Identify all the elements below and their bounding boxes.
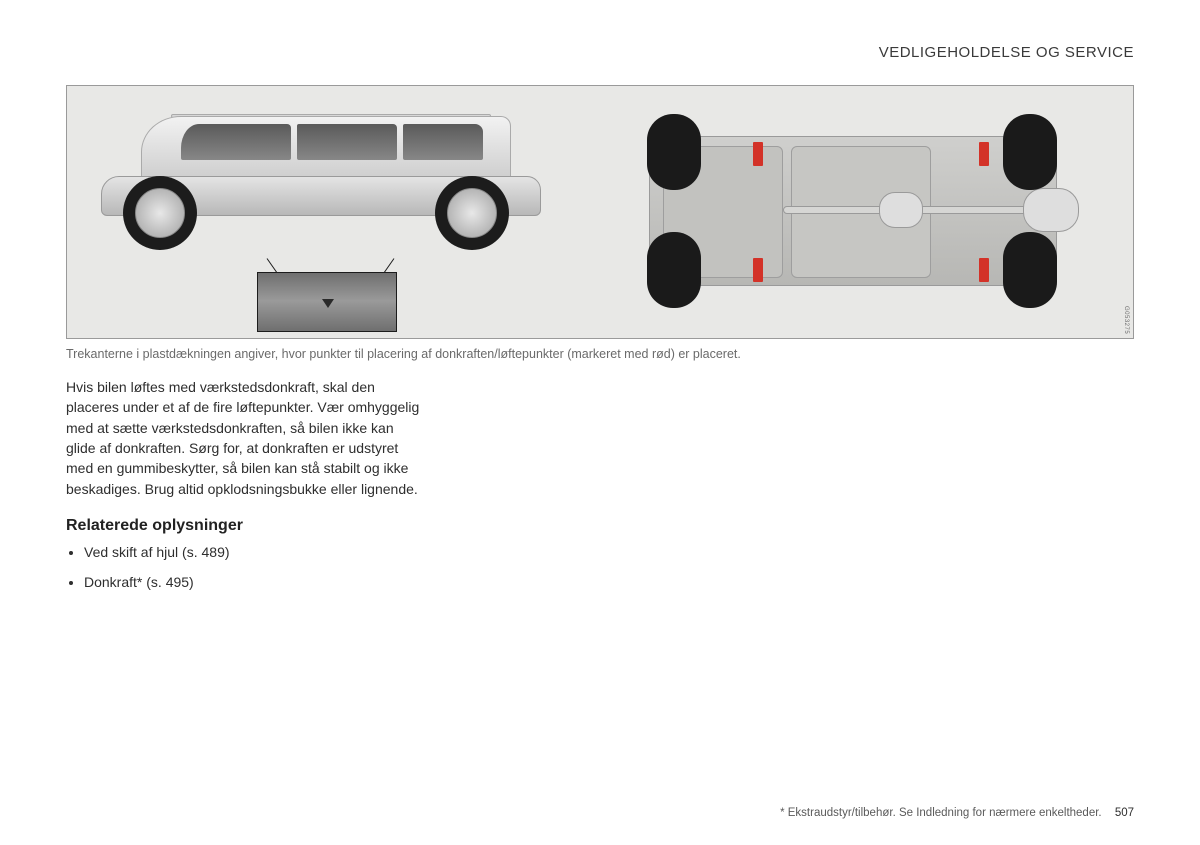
section-header: VEDLIGEHOLDELSE OG SERVICE xyxy=(66,44,1134,61)
list-item: Ved skift af hjul (s. 489) xyxy=(84,541,426,563)
jack-point-marker xyxy=(979,142,989,166)
car-side-illustration xyxy=(81,116,551,246)
related-info-heading: Relaterede oplysninger xyxy=(66,517,1134,535)
under-wheel xyxy=(1003,232,1057,308)
page-number: 507 xyxy=(1115,807,1134,819)
body-paragraph: Hvis bilen løftes med værkstedsdonkraft,… xyxy=(66,377,426,499)
page-footer: * Ekstraudstyr/tilbehør. Se Indledning f… xyxy=(780,807,1134,819)
figure-caption: Trekanterne i plastdækningen angiver, hv… xyxy=(66,345,1134,363)
under-wheel xyxy=(647,232,701,308)
jack-point-marker xyxy=(753,258,763,282)
inset-triangle-marker xyxy=(257,272,397,332)
figure-jack-points: G053275 xyxy=(66,85,1134,339)
under-wheel xyxy=(647,114,701,190)
jack-point-marker xyxy=(753,142,763,166)
related-info-list: Ved skift af hjul (s. 489) Donkraft* (s.… xyxy=(66,541,426,594)
figure-reference-code: G053275 xyxy=(1123,306,1129,334)
jack-point-marker xyxy=(979,258,989,282)
list-item: Donkraft* (s. 495) xyxy=(84,571,426,593)
under-wheel xyxy=(1003,114,1057,190)
rear-wheel-icon xyxy=(435,176,509,250)
figure-car-underbody-view xyxy=(589,86,1133,338)
figure-car-side-view xyxy=(67,86,589,338)
footnote-text: * Ekstraudstyr/tilbehør. Se Indledning f… xyxy=(780,807,1102,819)
front-wheel-icon xyxy=(123,176,197,250)
triangle-icon xyxy=(322,299,334,308)
